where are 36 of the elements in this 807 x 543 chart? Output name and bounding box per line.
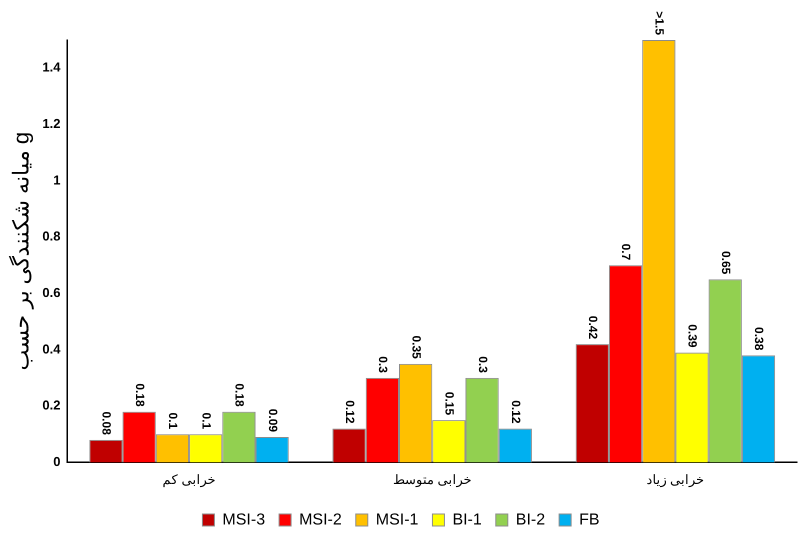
data-label: 0.1 xyxy=(199,412,214,430)
data-label: 0.65 xyxy=(718,251,733,275)
x-tick-label: خرابی زیاد xyxy=(646,472,704,488)
y-tick-label: 0.4 xyxy=(42,341,62,356)
data-label: >1.5 xyxy=(652,11,666,36)
legend-label: MSI-3 xyxy=(222,511,266,528)
data-label: 0.42 xyxy=(586,316,600,340)
data-label: 0.12 xyxy=(342,400,357,424)
y-tick-label: 1.2 xyxy=(42,116,60,132)
data-label: 0.1 xyxy=(166,412,180,430)
y-tick-label: 1 xyxy=(53,172,60,188)
legend-label: BI-2 xyxy=(516,511,546,528)
legend-label: MSI-1 xyxy=(376,511,419,528)
y-axis-title: میانه شکنندگی بر حسب g xyxy=(8,132,34,371)
data-label: 0.3 xyxy=(476,356,490,374)
y-tick-label: 0 xyxy=(53,454,60,469)
data-label: 0.09 xyxy=(266,408,280,432)
legend-label: MSI-2 xyxy=(299,511,342,528)
x-tick-label: خرابی متوسط xyxy=(392,472,472,488)
y-tick-label: 0.2 xyxy=(42,398,60,413)
y-tick-label: 0.6 xyxy=(42,285,60,300)
legend-label: FB xyxy=(579,511,600,528)
x-tick-label: خرابی کم xyxy=(162,472,216,488)
legend-label: BI-1 xyxy=(452,511,482,528)
data-label: 0.18 xyxy=(232,383,247,408)
data-label: 0.7 xyxy=(619,244,634,261)
data-label: 0.12 xyxy=(509,400,524,424)
data-label: 0.15 xyxy=(442,392,457,416)
data-label: 0.18 xyxy=(132,383,147,408)
data-label: 0.39 xyxy=(686,324,700,348)
data-label: 0.08 xyxy=(100,412,114,436)
data-label: 0.3 xyxy=(376,356,390,374)
data-label: 0.38 xyxy=(752,327,766,351)
y-tick-label: 1.4 xyxy=(42,60,62,75)
data-label: 0.35 xyxy=(409,335,424,360)
y-tick-label: 0.8 xyxy=(42,228,60,244)
